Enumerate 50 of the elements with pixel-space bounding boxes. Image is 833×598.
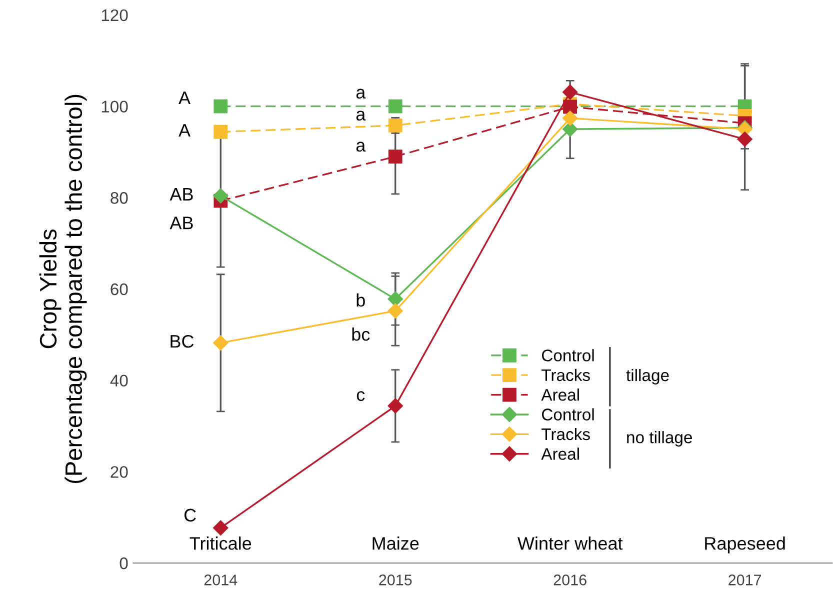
point [214,124,228,139]
y-tick-label: 60 [110,283,128,296]
x-tick-label: 2014 [204,574,238,586]
annotation: no tillage [627,431,692,447]
annotation: Triticale [190,536,252,550]
data-label: A [178,92,191,104]
data-label: a [356,110,366,121]
data-label: a [356,88,366,99]
point [562,110,578,126]
point [214,99,228,114]
y-tick-label: 100 [102,100,128,112]
data-label: b [356,293,365,307]
annotation: Maize [372,536,419,550]
data-label: C [184,508,196,522]
point [213,188,228,204]
point [388,303,403,318]
annotation: Rapeseed [705,536,785,554]
data-label: A [178,124,191,137]
point [388,150,402,164]
y-tick-label: 80 [110,192,128,204]
data-label: c [356,391,365,402]
point [388,291,403,307]
x-tick-label: 2016 [554,574,586,586]
data-label: BC [170,334,194,348]
annotation: Winter wheat [517,536,623,550]
data-label: AB [170,216,193,230]
y-axis-title: Crop Yields (Percentage compared to the control) [39,94,87,484]
y-tick-label: 40 [110,374,128,387]
data-label: AB [170,188,193,200]
y-tick-label: 0 [120,557,128,570]
point [562,84,578,100]
x-tick-label: 2017 [728,574,762,586]
legend-label: Tracks [542,428,590,440]
point [213,520,228,536]
legend-label: Areal [541,448,579,460]
point [562,122,578,137]
y-tick-label: 20 [110,466,128,478]
point [388,398,403,414]
y-tick-label: 120 [102,9,128,22]
x-tick-label: 2015 [379,574,412,586]
point [737,132,752,147]
legend-label: Tracks [542,368,590,382]
legend-label: Control [542,349,594,362]
annotation: tillage [626,368,669,384]
legend-label: Areal [541,388,579,401]
legend-label: Control [542,408,594,420]
point [213,335,228,350]
data-label: a [356,142,366,152]
data-label: bc [352,327,370,341]
point [388,99,402,114]
